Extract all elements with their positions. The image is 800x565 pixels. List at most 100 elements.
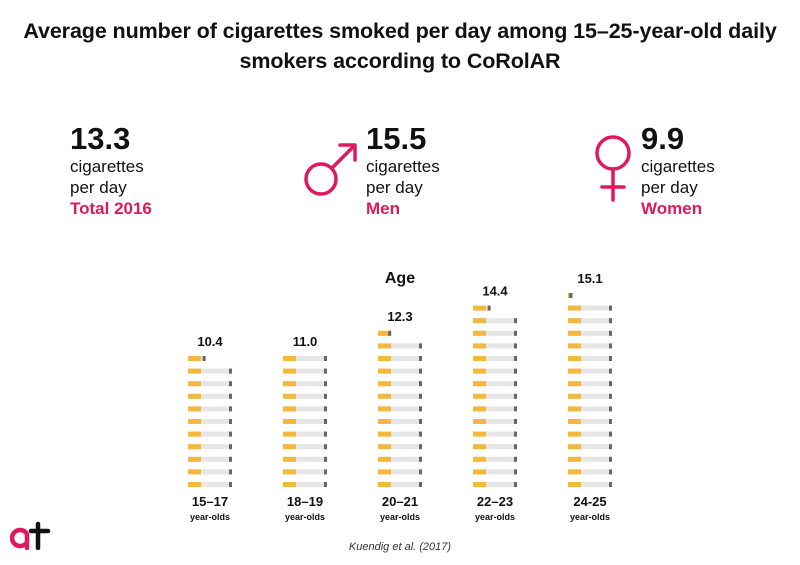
category-sublabel: year-olds bbox=[380, 512, 420, 522]
category-sublabel: year-olds bbox=[570, 512, 610, 522]
cigarette bbox=[473, 482, 517, 487]
cigarette bbox=[283, 482, 327, 487]
cigarette bbox=[568, 343, 612, 349]
stat-men: 15.5 cigarettes per day Men bbox=[366, 122, 440, 219]
cigarette bbox=[473, 330, 517, 336]
cigarette bbox=[473, 368, 517, 374]
stat-total: 13.3 cigarettes per day Total 2016 bbox=[70, 122, 152, 219]
cigarette bbox=[283, 419, 327, 424]
cigarette-stack bbox=[568, 293, 612, 487]
cigarette bbox=[188, 381, 232, 387]
partial-cigarette bbox=[188, 356, 206, 361]
stat-total-label: Total 2016 bbox=[70, 199, 152, 218]
cigarette bbox=[378, 469, 422, 475]
cigarette bbox=[378, 406, 422, 412]
cigarette bbox=[568, 431, 612, 437]
category-sublabel: year-olds bbox=[190, 512, 230, 522]
female-symbol-icon bbox=[595, 135, 631, 202]
cigarette-stack bbox=[378, 330, 422, 487]
cigarette bbox=[568, 482, 612, 487]
cigarette bbox=[568, 444, 612, 450]
value-label: 14.4 bbox=[482, 284, 508, 299]
cigarette bbox=[378, 356, 422, 361]
stat-men-label: Men bbox=[366, 199, 400, 218]
cigarette bbox=[378, 393, 422, 399]
cigarette bbox=[283, 456, 327, 462]
cigarette bbox=[188, 419, 232, 424]
chart-title: Average number of cigarettes smoked per … bbox=[23, 19, 777, 73]
cigarette bbox=[378, 444, 422, 450]
cigarette bbox=[188, 368, 232, 374]
cigarette bbox=[473, 444, 517, 450]
category-label: 24-25 bbox=[573, 494, 606, 509]
cigarette bbox=[568, 456, 612, 462]
cigarette bbox=[568, 469, 612, 475]
stat-total-value: 13.3 bbox=[70, 121, 131, 156]
cigarette bbox=[283, 469, 327, 475]
cigarette-stack bbox=[283, 356, 327, 487]
value-label: 12.3 bbox=[387, 309, 412, 324]
stat-men-unit-line1: cigarettes bbox=[366, 157, 440, 176]
category-label: 15–17 bbox=[192, 494, 228, 509]
cigarette bbox=[568, 330, 612, 336]
cigarette bbox=[378, 343, 422, 349]
cigarette bbox=[473, 419, 517, 424]
at-logo-icon bbox=[10, 521, 51, 550]
stat-total-unit-line2: per day bbox=[70, 178, 127, 197]
category-label: 20–21 bbox=[382, 494, 418, 509]
cigarette bbox=[473, 469, 517, 475]
cigarette bbox=[568, 406, 612, 412]
cigarette bbox=[473, 406, 517, 412]
cigarette bbox=[568, 318, 612, 324]
cigarette bbox=[568, 419, 612, 424]
cigarette bbox=[378, 368, 422, 374]
chart-axis-title: Age bbox=[384, 270, 416, 287]
cigarette bbox=[568, 305, 612, 311]
male-symbol-icon bbox=[304, 143, 357, 196]
category-sublabel: year-olds bbox=[285, 512, 325, 522]
cigarette bbox=[568, 393, 612, 399]
cigarette bbox=[378, 431, 422, 437]
partial-cigarette bbox=[378, 330, 392, 336]
cigarette bbox=[283, 431, 327, 437]
cigarette-stack bbox=[188, 356, 232, 487]
cigarette bbox=[283, 393, 327, 399]
cigarette bbox=[188, 406, 232, 412]
cigarette bbox=[473, 381, 517, 387]
cigarette bbox=[568, 368, 612, 374]
cigarette bbox=[473, 343, 517, 349]
cigarette bbox=[188, 431, 232, 437]
category-sublabel: year-olds bbox=[475, 512, 515, 522]
source-citation: Kuendig et al. (2017) bbox=[348, 541, 452, 553]
cigarette bbox=[473, 318, 517, 324]
cigarette bbox=[188, 393, 232, 399]
partial-cigarette bbox=[473, 305, 491, 311]
cigarette bbox=[188, 444, 232, 450]
cigarette bbox=[378, 381, 422, 387]
cigarette bbox=[473, 456, 517, 462]
value-label: 11.0 bbox=[293, 334, 318, 349]
cigarette bbox=[473, 356, 517, 361]
cigarette bbox=[283, 368, 327, 374]
cigarette bbox=[283, 406, 327, 412]
category-label: 18–19 bbox=[287, 494, 323, 509]
stat-men-unit-line2: per day bbox=[366, 178, 423, 197]
category-label: 22–23 bbox=[477, 494, 513, 509]
cigarette bbox=[188, 469, 232, 475]
cigarette bbox=[378, 456, 422, 462]
cigarette bbox=[568, 356, 612, 361]
stat-women-label: Women bbox=[641, 199, 703, 218]
stat-men-value: 15.5 bbox=[366, 121, 427, 156]
cigarette bbox=[473, 431, 517, 437]
cigarette bbox=[473, 393, 517, 399]
stat-total-unit-line1: cigarettes bbox=[70, 157, 144, 176]
stat-women-unit-line1: cigarettes bbox=[641, 157, 715, 176]
cigarette bbox=[283, 444, 327, 450]
value-label: 10.4 bbox=[197, 334, 223, 349]
cigarette bbox=[283, 381, 327, 387]
cigarette bbox=[283, 356, 327, 361]
stat-women-unit-line2: per day bbox=[641, 178, 698, 197]
cigarette bbox=[378, 482, 422, 487]
cigarette bbox=[378, 419, 422, 424]
